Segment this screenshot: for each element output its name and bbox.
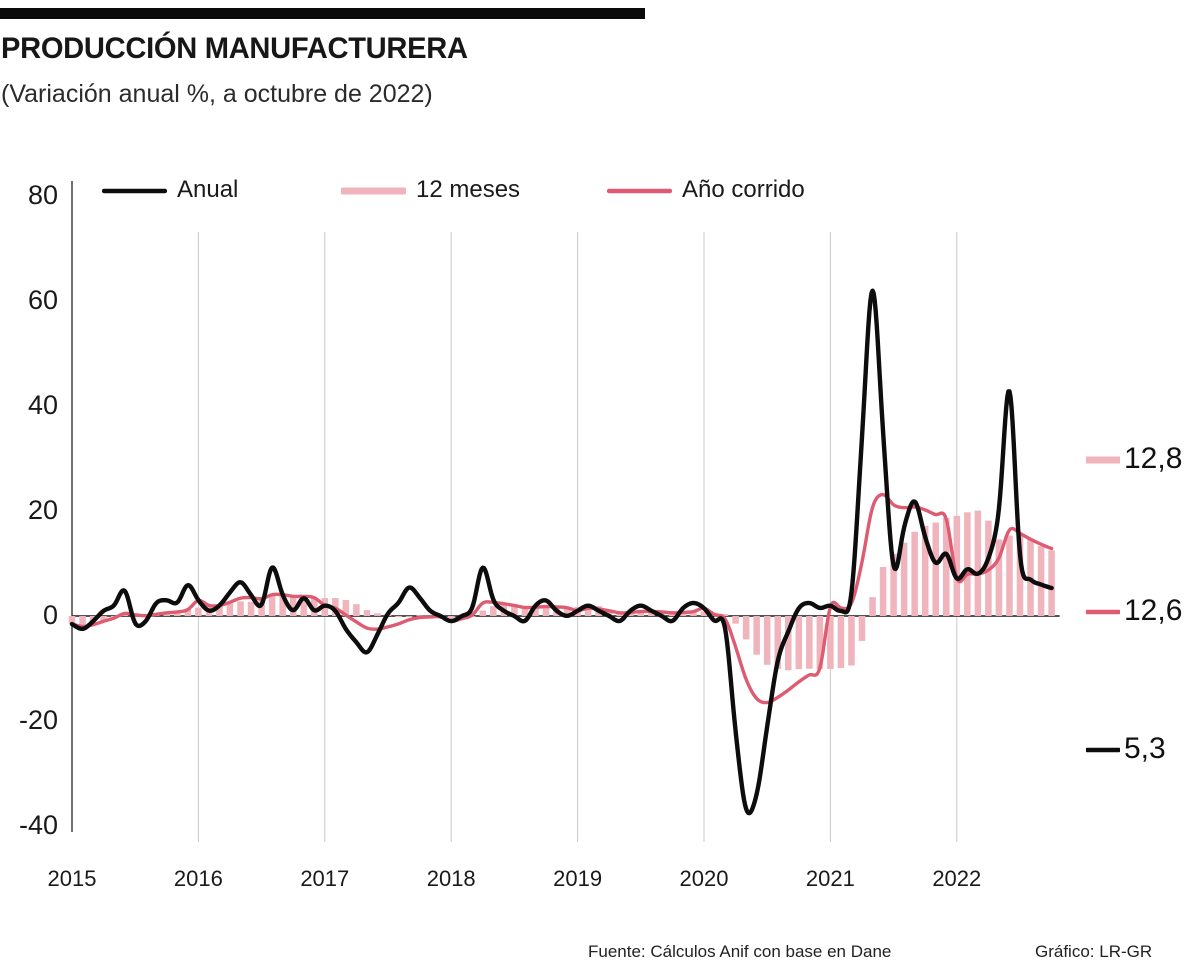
svg-text:-40: -40 <box>19 810 58 840</box>
svg-text:80: 80 <box>28 180 58 210</box>
svg-text:2016: 2016 <box>174 866 223 891</box>
svg-text:0: 0 <box>43 600 58 630</box>
svg-text:2019: 2019 <box>553 866 602 891</box>
svg-text:2015: 2015 <box>48 866 97 891</box>
svg-text:2021: 2021 <box>806 866 855 891</box>
svg-text:20: 20 <box>28 495 58 525</box>
svg-text:2022: 2022 <box>932 866 981 891</box>
svg-text:2018: 2018 <box>427 866 476 891</box>
svg-text:2020: 2020 <box>680 866 729 891</box>
svg-text:-20: -20 <box>19 705 58 735</box>
svg-text:40: 40 <box>28 390 58 420</box>
svg-text:2017: 2017 <box>300 866 349 891</box>
svg-text:60: 60 <box>28 285 58 315</box>
